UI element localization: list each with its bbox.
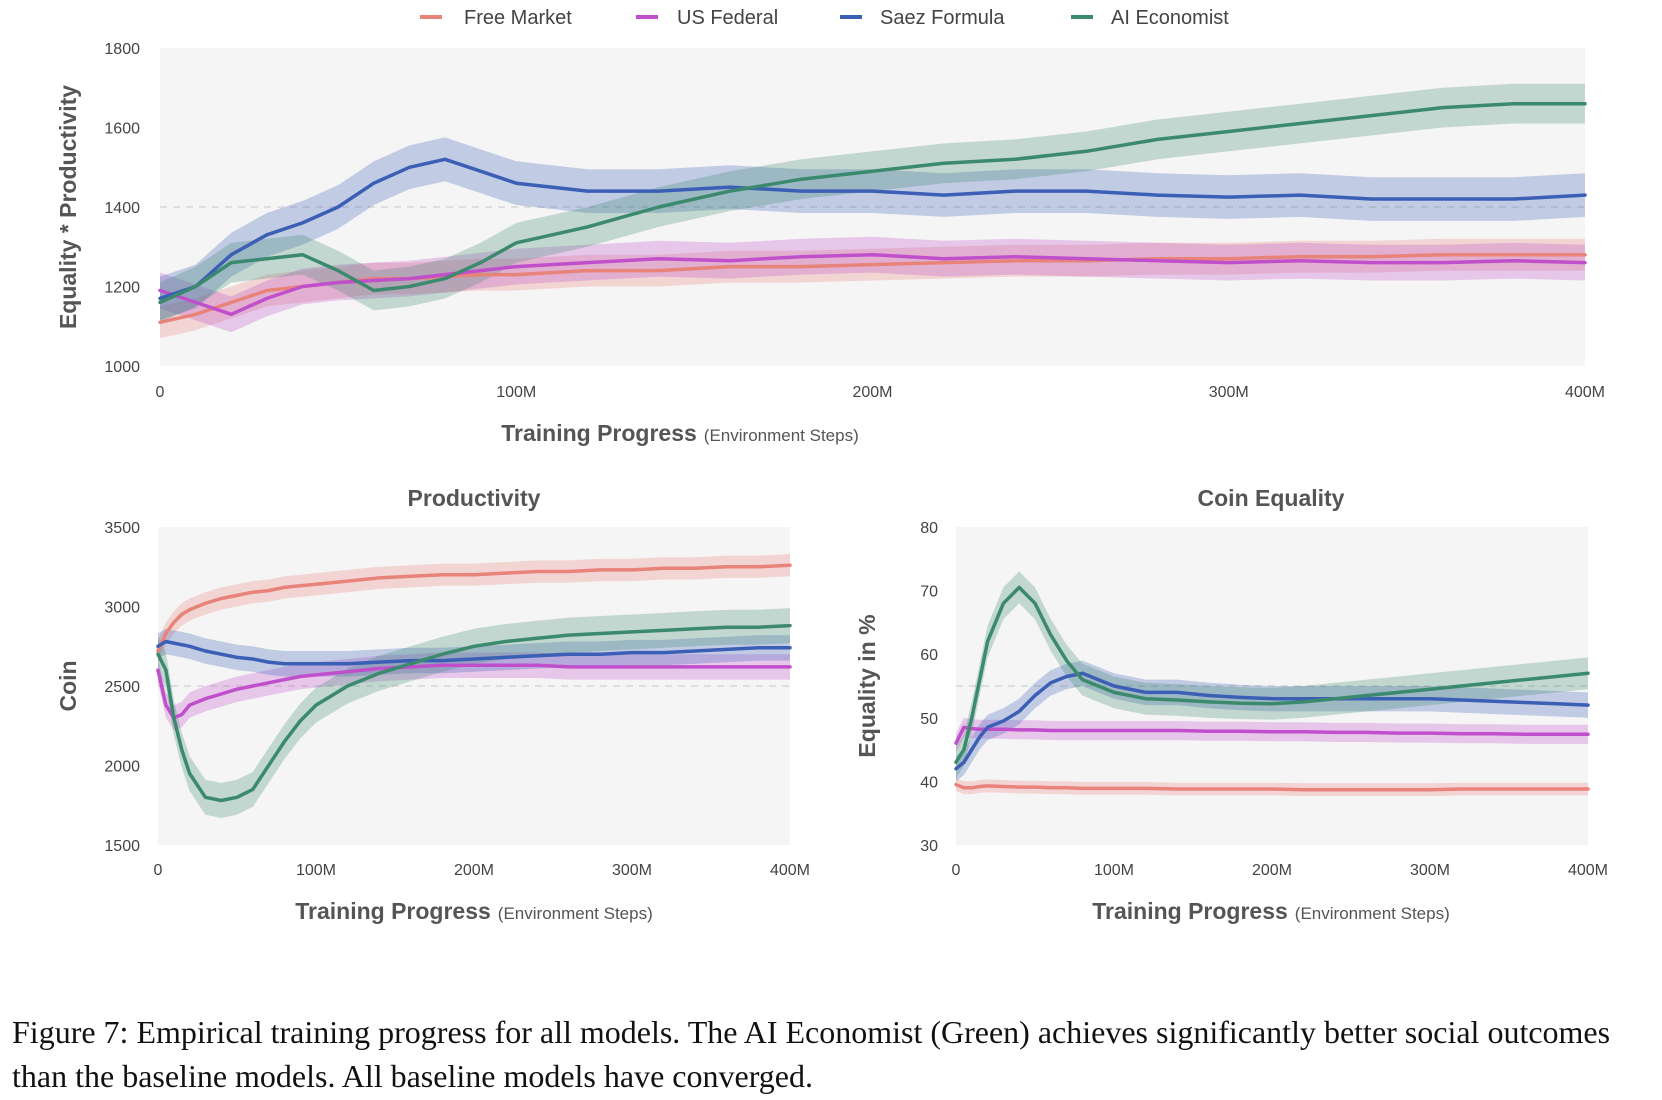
x-tick-label: 200M (454, 862, 494, 879)
x-axis-title: Training Progress (Environment Steps) (1092, 898, 1450, 924)
chart-marks: 30 40 50 60 70 80 0 100M 200M 300M 400M (920, 520, 1608, 879)
legend-label-us-federal: US Federal (677, 7, 778, 29)
chart-title: Productivity (408, 485, 541, 511)
y-axis-title: Equality * Productivity (55, 85, 81, 329)
confidence-band-us-federal (160, 236, 1585, 333)
x-tick-label: 200M (852, 384, 892, 401)
confidence-band-ai-economist (160, 83, 1585, 323)
x-axis-title-main: Training Progress (295, 898, 491, 924)
x-axis-title: Training Progress (Environment Steps) (295, 898, 653, 924)
y-tick-label: 40 (920, 774, 938, 791)
chart-coin-equality: Coin Equality 30 40 50 60 70 80 0 100M 200M 300M 4… (854, 485, 1608, 924)
legend-label-saez-formula: Saez Formula (880, 7, 1005, 29)
series-line-free-market (954, 782, 1590, 792)
y-tick-label: 1600 (104, 121, 140, 138)
x-tick-label: 0 (952, 862, 961, 879)
y-tick-label: 2000 (104, 759, 140, 776)
confidence-band-ai-economist (158, 608, 790, 818)
y-tick-label: 1400 (104, 200, 140, 217)
y-tick-label: 1800 (104, 41, 140, 58)
series-line-ai-economist (158, 101, 1587, 305)
chart-productivity: Productivity 1500 2000 2500 3000 3500 0 100M 20… (55, 485, 810, 924)
chart-equality-productivity: 1000 1200 1400 1600 1800 0 100M 200M 300M 400M Eq… (55, 41, 1605, 446)
y-tick-label: 70 (920, 584, 938, 601)
confidence-band-free-market (956, 778, 1588, 796)
y-tick-label: 1500 (104, 838, 140, 855)
series-line-ai-economist (156, 623, 792, 803)
x-tick-label: 300M (612, 862, 652, 879)
y-tick-label: 1000 (104, 359, 140, 376)
series-line-us-federal (158, 252, 1587, 317)
legend-label-ai-economist: AI Economist (1111, 7, 1229, 29)
x-axis-title-main: Training Progress (501, 420, 697, 446)
x-axis-title-sub: (Environment Steps) (704, 426, 859, 445)
series-line-ai-economist (954, 585, 1590, 765)
x-tick-label: 300M (1209, 384, 1249, 401)
chart-marks: 1500 2000 2500 3000 3500 0 100M 200M 300M 400M (104, 520, 810, 879)
y-tick-label: 60 (920, 647, 938, 664)
confidence-band-free-market (158, 554, 790, 663)
y-axis-title: Equality in % (854, 614, 880, 757)
series-line-us-federal (954, 725, 1590, 745)
x-tick-label: 100M (496, 384, 536, 401)
x-tick-label: 0 (156, 384, 165, 401)
x-axis-title-sub: (Environment Steps) (498, 904, 653, 923)
legend: Free Market US Federal Saez Formula AI E… (420, 7, 1229, 29)
x-tick-label: 200M (1252, 862, 1292, 879)
confidence-band-us-federal (956, 717, 1588, 753)
y-tick-label: 1200 (104, 280, 140, 297)
y-tick-label: 3000 (104, 600, 140, 617)
x-tick-label: 300M (1410, 862, 1450, 879)
x-tick-label: 0 (154, 862, 163, 879)
x-tick-label: 400M (1568, 862, 1608, 879)
x-tick-label: 100M (1094, 862, 1134, 879)
chart-title: Coin Equality (1198, 485, 1345, 511)
confidence-band-us-federal (158, 652, 790, 731)
x-tick-label: 400M (1565, 384, 1605, 401)
series-line-saez-formula (158, 157, 1587, 301)
legend-label-free-market: Free Market (464, 7, 572, 29)
x-tick-label: 400M (770, 862, 810, 879)
x-tick-label: 100M (296, 862, 336, 879)
series-line-free-market (156, 563, 792, 653)
y-tick-label: 80 (920, 520, 938, 537)
x-axis-title-sub: (Environment Steps) (1295, 904, 1450, 923)
series-line-saez-formula (954, 671, 1590, 771)
y-tick-label: 30 (920, 838, 938, 855)
y-tick-label: 50 (920, 711, 938, 728)
chart-marks: 1000 1200 1400 1600 1800 0 100M 200M 300M 400M (104, 41, 1605, 401)
y-axis-title: Coin (55, 660, 81, 711)
x-axis-title-main: Training Progress (1092, 898, 1288, 924)
series-line-saez-formula (156, 639, 792, 666)
figure-caption: Figure 7: Empirical training progress fo… (12, 1014, 1611, 1094)
x-axis-title: Training Progress (Environment Steps) (501, 420, 859, 446)
y-tick-label: 2500 (104, 679, 140, 696)
y-tick-label: 3500 (104, 520, 140, 537)
series-line-us-federal (156, 663, 792, 720)
